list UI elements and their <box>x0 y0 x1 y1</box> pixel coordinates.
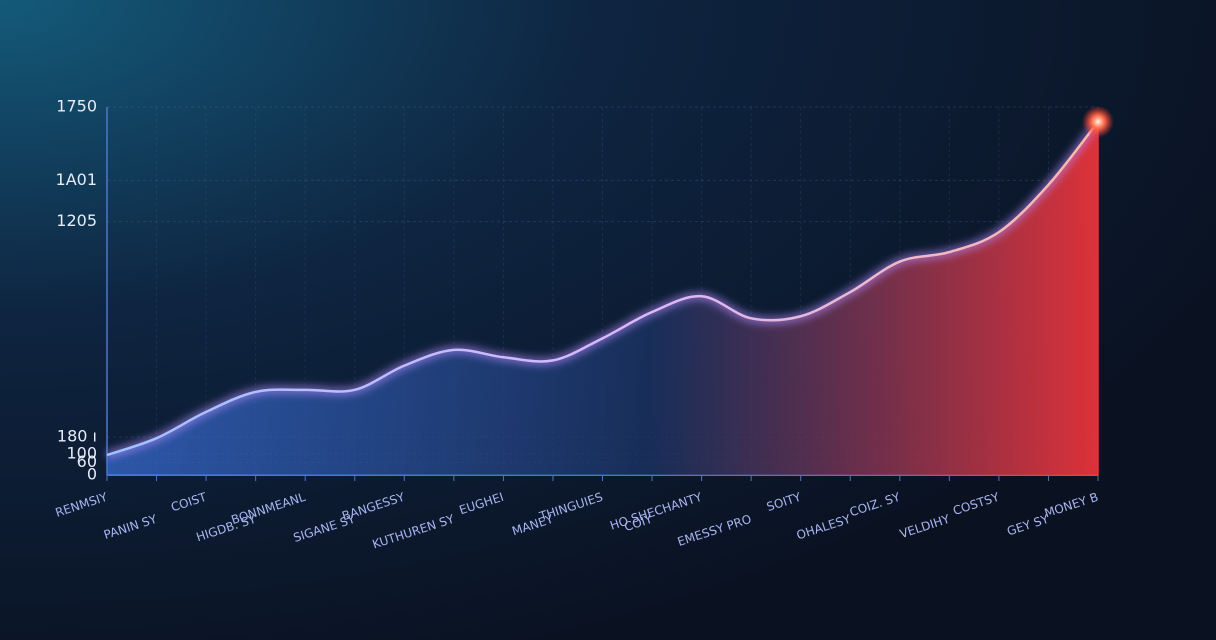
y-tick-label: 1750 <box>56 97 97 116</box>
y-tick-label: 1Α01 <box>56 170 97 189</box>
y-tick-label: 60 <box>77 452 97 471</box>
y-tick-label: 0 <box>87 465 97 484</box>
line <box>106 120 1099 457</box>
y-tick-label: 1205 <box>56 211 97 230</box>
area <box>107 121 1098 475</box>
y-tick-label: 180 ı <box>57 427 97 446</box>
end-glow <box>1082 105 1114 138</box>
y-tick-label: 100 <box>66 443 97 462</box>
